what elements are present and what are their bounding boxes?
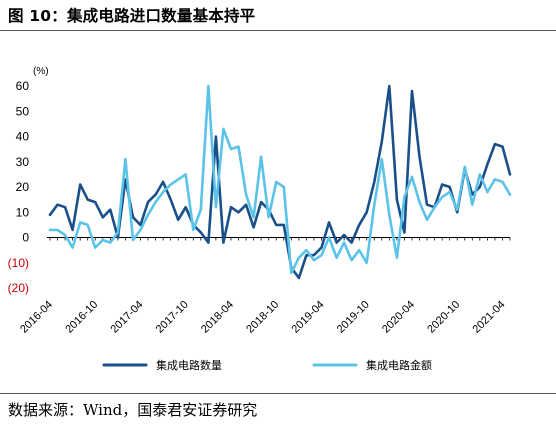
legend-label-2: 集成电路金额 <box>366 358 432 372</box>
x-tick-label: 2021-04 <box>471 299 508 336</box>
series-line-2 <box>48 84 512 275</box>
x-tick-label: 2017-10 <box>154 299 191 336</box>
y-tick-label: (20) <box>8 281 29 295</box>
y-tick-label: 20 <box>16 180 30 194</box>
y-unit-label: (%) <box>33 66 49 77</box>
y-tick-label: 40 <box>16 130 30 144</box>
x-tick-label: 2018-10 <box>244 299 281 336</box>
chart-series <box>48 84 512 280</box>
x-tick-label: 2017-04 <box>109 299 146 336</box>
chart-legend: 集成电路数量 集成电路金额 <box>102 358 432 372</box>
figure-title: 图 10：集成电路进口数量基本持平 <box>8 7 256 25</box>
bottom-rule <box>0 393 556 394</box>
series-line-1 <box>48 84 512 280</box>
y-tick-label: 60 <box>16 79 30 93</box>
x-tick-label: 2020-04 <box>380 299 417 336</box>
x-tick-label: 2018-04 <box>199 299 236 336</box>
legend-label-1: 集成电路数量 <box>156 358 222 372</box>
figure-source: 数据来源：Wind，国泰君安证券研究 <box>8 401 258 419</box>
x-tick-label: 2020-10 <box>425 299 462 336</box>
top-rule <box>0 30 556 31</box>
x-tick-label: 2019-10 <box>335 299 372 336</box>
y-tick-label: 10 <box>16 205 30 219</box>
y-tick-label: 0 <box>22 231 29 245</box>
x-tick-label: 2016-04 <box>18 299 55 336</box>
chart-axes <box>47 237 511 241</box>
y-tick-label: (10) <box>8 256 29 270</box>
x-tick-label: 2019-04 <box>290 299 327 336</box>
y-tick-label: 30 <box>16 155 30 169</box>
y-tick-label: 50 <box>16 104 30 118</box>
x-tick-label: 2016-10 <box>63 299 100 336</box>
